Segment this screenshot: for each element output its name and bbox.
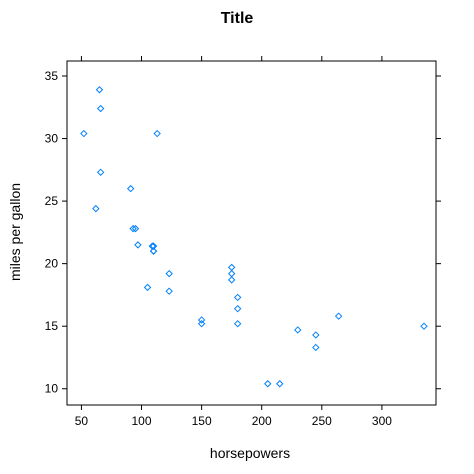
- y-tick-label: 10: [45, 382, 59, 396]
- data-point: [165, 287, 173, 295]
- data-point: [92, 204, 100, 213]
- x-tick-label: 250: [312, 414, 332, 428]
- data-point: [227, 263, 236, 272]
- data-point: [143, 283, 152, 292]
- data-point: [95, 86, 104, 94]
- x-tick-label: 300: [372, 414, 392, 428]
- y-tick-label: 20: [45, 257, 59, 271]
- data-point: [153, 129, 161, 138]
- data-point: [334, 312, 343, 320]
- data-point: [165, 269, 173, 278]
- data-point: [131, 224, 140, 233]
- x-tick-label: 50: [75, 414, 89, 428]
- y-axis: 10 15 20 25 30 35: [45, 69, 441, 396]
- data-point: [148, 242, 157, 250]
- data-point: [264, 380, 272, 388]
- chart-title: Title: [221, 10, 254, 27]
- data-point: [129, 224, 137, 233]
- x-axis: 50 100 150 200 250 300: [75, 56, 392, 428]
- data-point: [233, 293, 242, 302]
- data-point: [126, 184, 135, 193]
- data-point: [197, 319, 206, 328]
- data-points: [80, 86, 428, 388]
- x-tick-label: 200: [252, 414, 272, 428]
- data-point: [294, 326, 302, 334]
- data-point: [80, 129, 88, 138]
- y-axis-label: miles per gallon: [7, 183, 23, 281]
- y-tick-label: 15: [45, 319, 59, 333]
- data-point: [276, 380, 284, 388]
- x-tick-label: 100: [132, 414, 152, 428]
- y-tick-label: 30: [45, 132, 59, 146]
- data-point: [233, 319, 242, 328]
- data-point: [312, 343, 320, 352]
- data-point: [227, 269, 236, 278]
- data-point: [134, 241, 142, 249]
- x-axis-label: horsepowers: [210, 445, 290, 461]
- data-point: [227, 276, 236, 284]
- y-tick-label: 35: [45, 69, 59, 83]
- data-point: [149, 242, 158, 250]
- data-point: [149, 247, 158, 255]
- data-point: [96, 168, 105, 177]
- plot-frame: [66, 60, 437, 406]
- data-point: [197, 316, 206, 324]
- x-tick-label: 150: [192, 414, 212, 428]
- data-point: [233, 304, 242, 313]
- data-point: [312, 331, 320, 339]
- data-point: [96, 104, 105, 113]
- data-point: [420, 322, 428, 330]
- y-tick-label: 25: [45, 194, 59, 208]
